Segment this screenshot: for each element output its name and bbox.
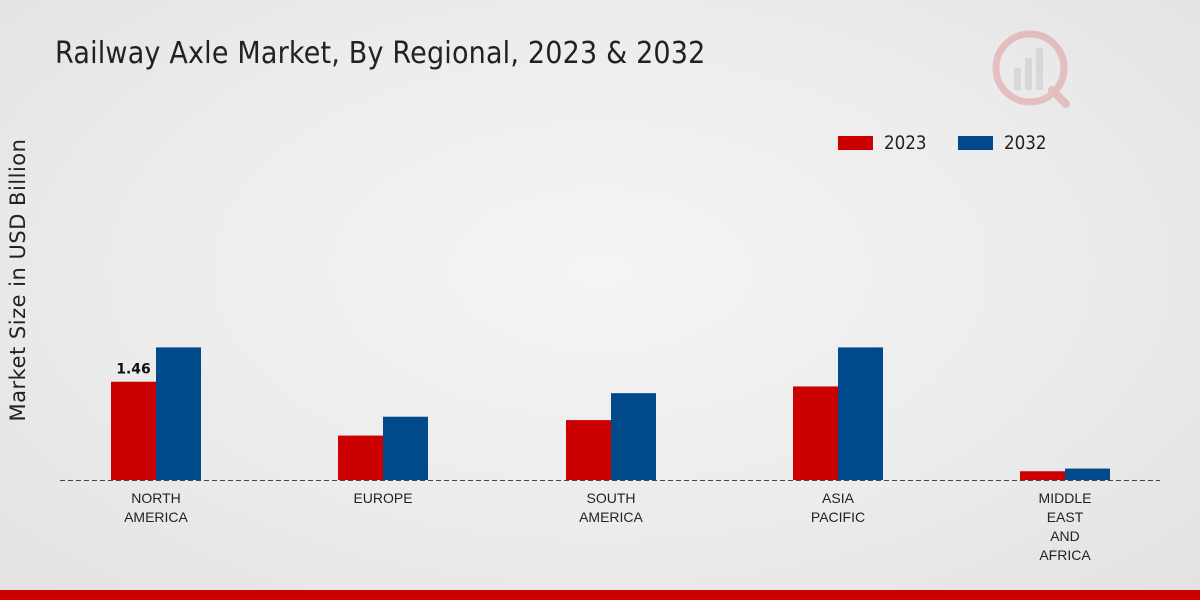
- x-tick-label-line: NORTH: [131, 490, 181, 506]
- x-tick-label-line: AND: [1050, 528, 1080, 544]
- x-tick-label-line: AMERICA: [579, 509, 643, 525]
- bar-2032-asia-pacific: [838, 347, 883, 480]
- bar-2023-asia-pacific: [793, 386, 838, 480]
- x-tick-label: ASIA PACIFIC: [783, 489, 893, 527]
- x-tick-label: EUROPE: [328, 489, 438, 508]
- bar-2023-south-america: [566, 420, 611, 480]
- x-tick-label-line: EUROPE: [353, 490, 413, 506]
- x-tick-label-line: PACIFIC: [810, 509, 866, 525]
- x-tick-label-line: ASIA: [822, 490, 854, 506]
- legend-label-2023: 2023: [884, 132, 927, 154]
- market-research-logo-icon: [992, 30, 1070, 108]
- bar-2032-europe: [383, 416, 428, 480]
- bar-2023-middle-east-and-africa: [1020, 471, 1065, 480]
- x-tick-label-line: AFRICA: [1039, 547, 1091, 563]
- x-tick-label-line: MIDDLE: [1038, 490, 1092, 506]
- chart-title: Railway Axle Market, By Regional, 2023 &…: [55, 36, 706, 71]
- legend-swatch-2032: [958, 136, 993, 150]
- legend-swatch-2023: [838, 136, 873, 150]
- x-tick-label-line: AMERICA: [124, 509, 188, 525]
- bar-2032-north-america: [156, 347, 201, 480]
- data-label: 1.46: [116, 362, 151, 378]
- bottom-accent-bar: [0, 590, 1200, 600]
- bar-2023-north-america: [111, 381, 156, 480]
- bar-2023-europe: [338, 435, 383, 480]
- legend-label-2032: 2032: [1004, 132, 1047, 154]
- x-tick-label-line: EAST: [1046, 509, 1084, 525]
- x-tick-label: MIDDLE EAST AND AFRICA: [1010, 489, 1120, 565]
- bar-2032-south-america: [611, 393, 656, 480]
- x-tick-label: NORTH AMERICA: [101, 489, 211, 527]
- bar-2032-middle-east-and-africa: [1065, 468, 1110, 480]
- x-tick-label-line: SOUTH: [586, 490, 636, 506]
- x-tick-label: SOUTH AMERICA: [556, 489, 666, 527]
